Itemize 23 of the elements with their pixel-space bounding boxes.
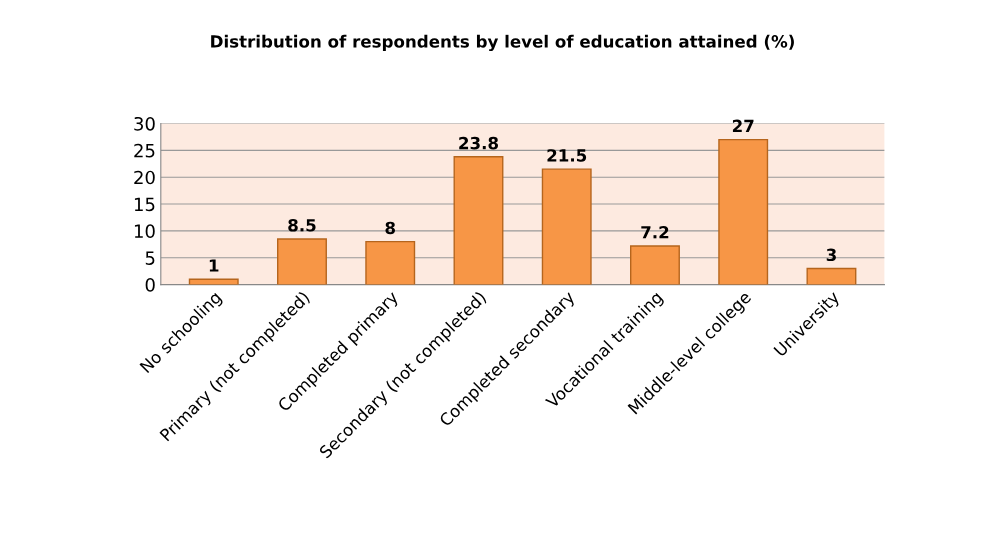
bar [541, 168, 592, 285]
y-tick-label: 25 [134, 143, 155, 158]
data-label: 21.5 [547, 149, 587, 162]
bar [806, 267, 857, 285]
data-label: 7.2 [641, 225, 669, 239]
data-label: 27 [732, 119, 754, 132]
y-tick-label: 30 [134, 116, 155, 131]
bar [365, 240, 416, 285]
bar [718, 138, 769, 285]
data-label: 8 [385, 221, 395, 235]
y-tick-label: 0 [145, 278, 155, 292]
data-label: 8.5 [288, 218, 316, 232]
bar [453, 156, 504, 285]
y-tick-label: 10 [134, 224, 155, 239]
y-tick-label: 5 [145, 251, 155, 265]
bar [630, 245, 680, 285]
data-label: 23.8 [459, 136, 499, 150]
y-tick-label: 20 [134, 170, 155, 185]
y-tick-label: 15 [134, 197, 155, 212]
chart-title: Distribution of respondents by level of education attained (%) [211, 34, 794, 52]
bar [277, 238, 327, 285]
data-label: 3 [826, 248, 836, 262]
data-label: 1 [209, 259, 219, 272]
